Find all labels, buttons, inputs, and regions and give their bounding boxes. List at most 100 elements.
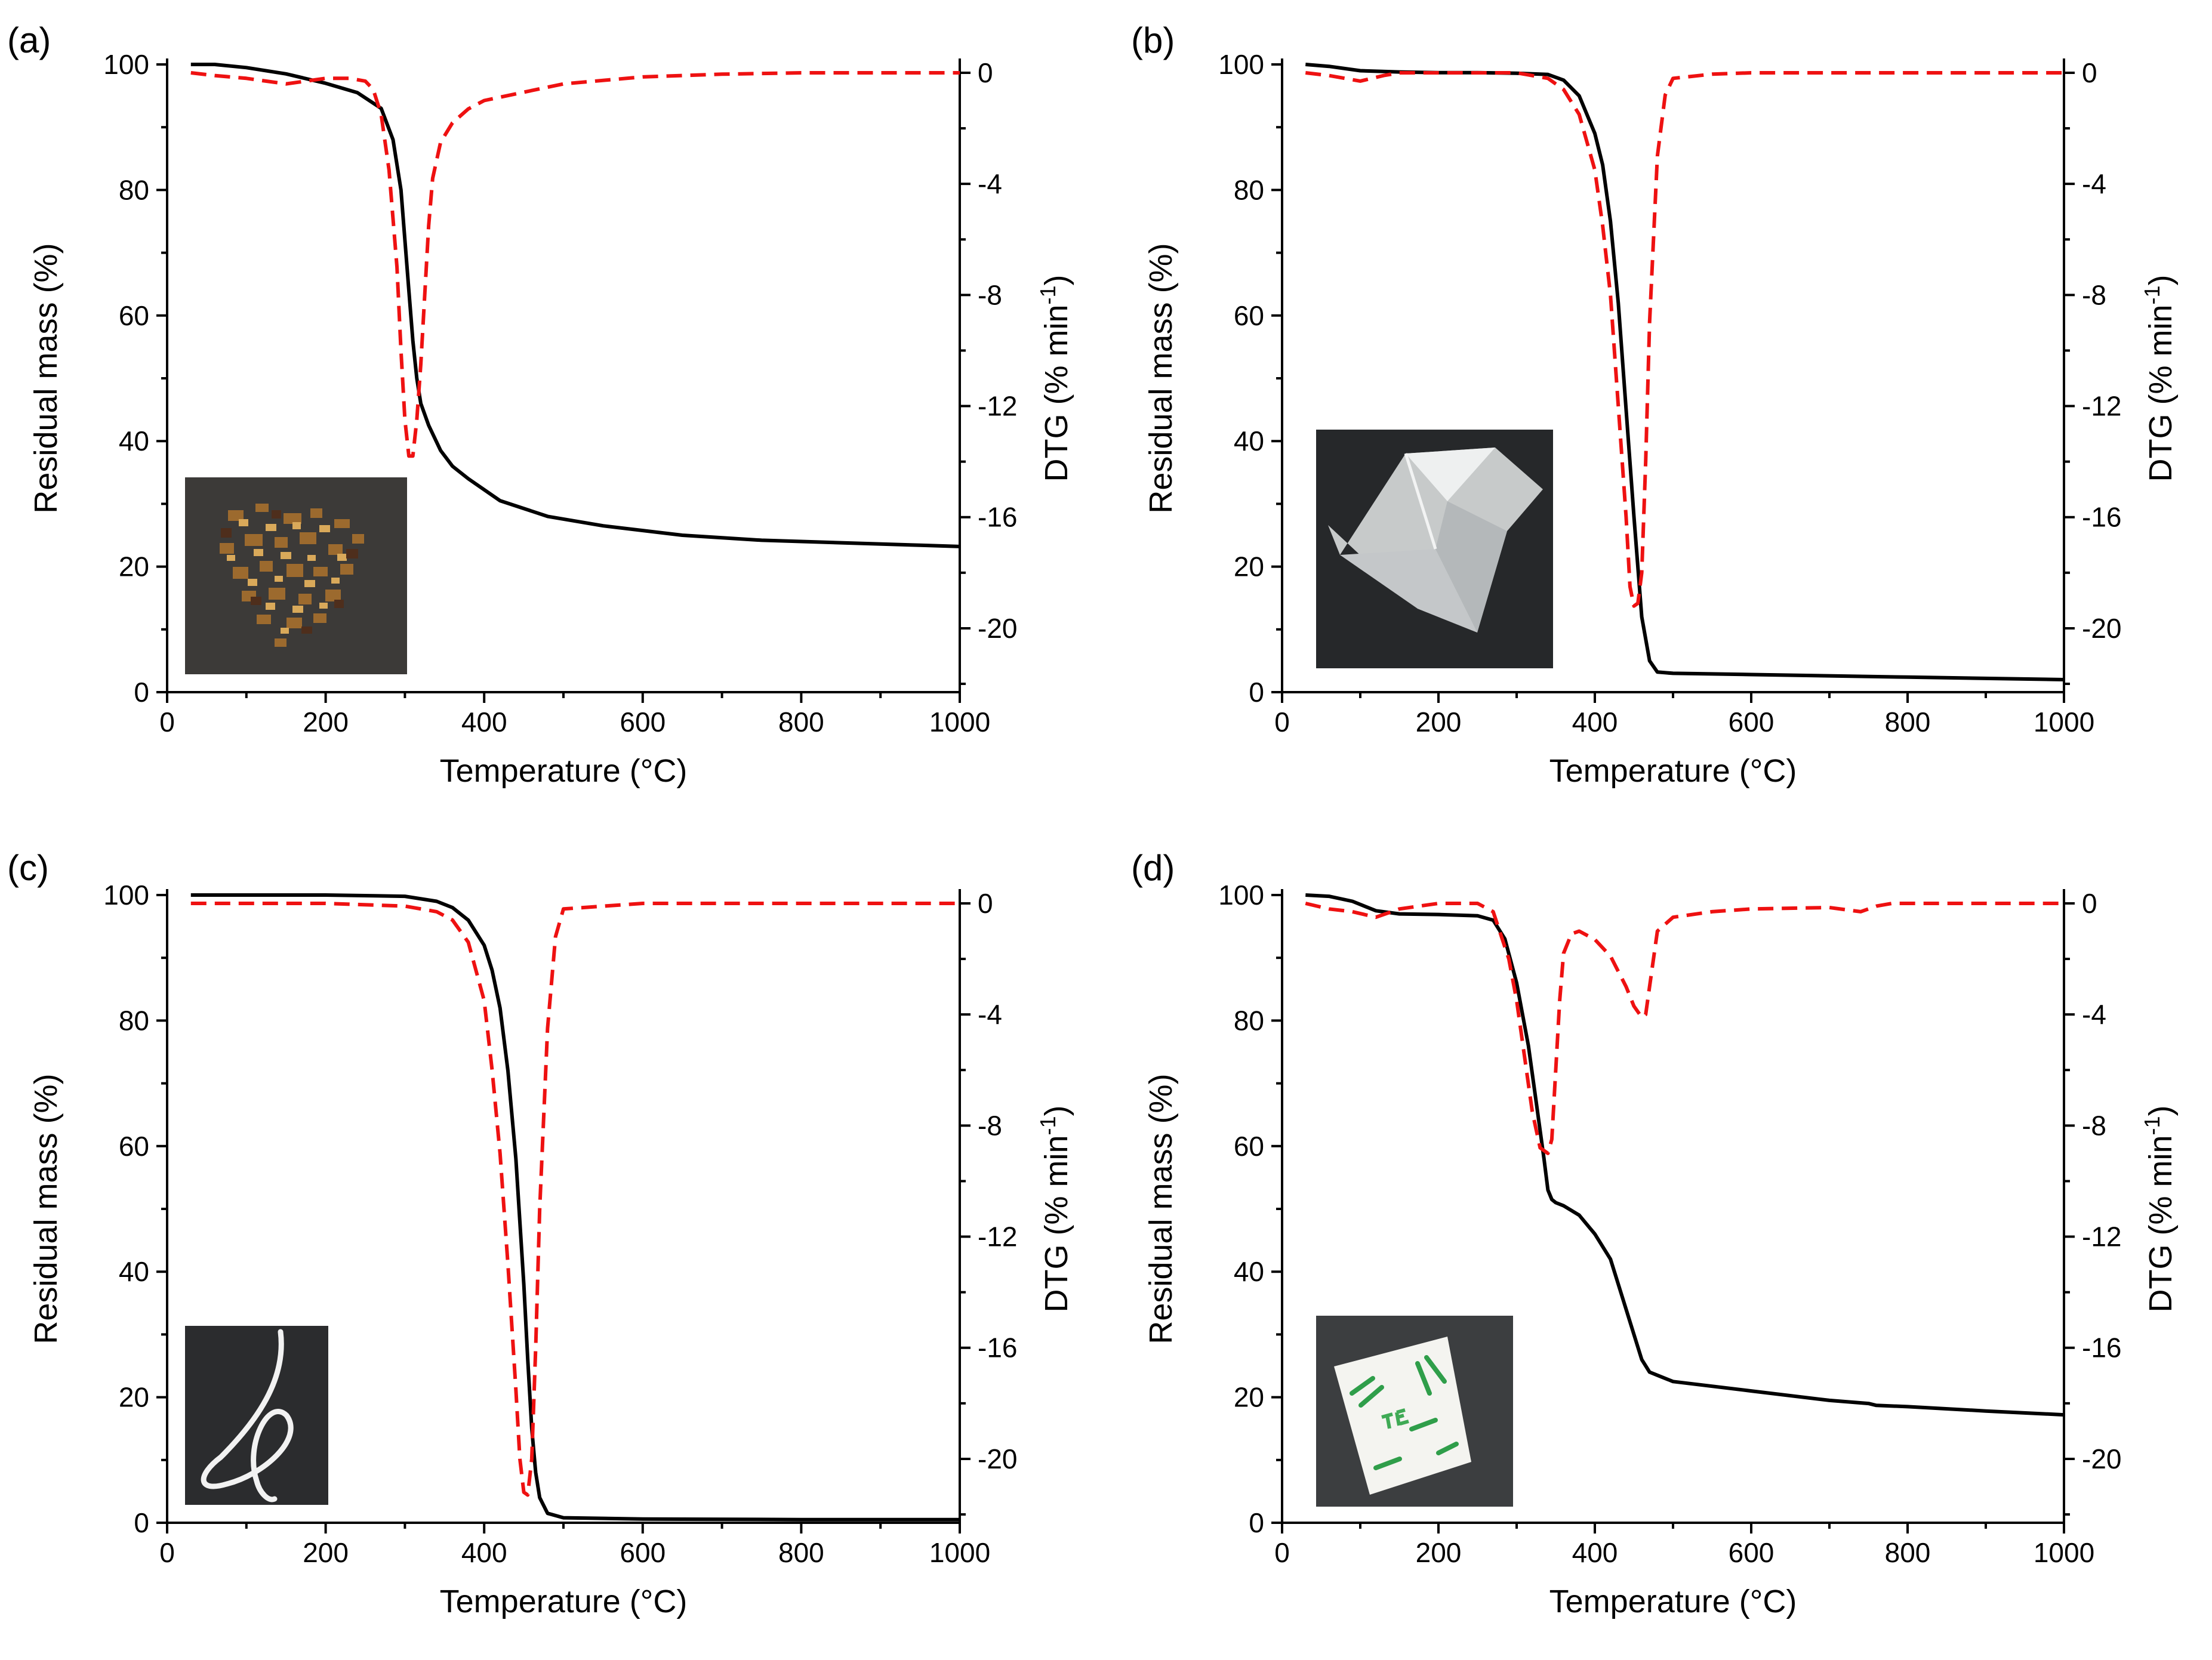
x-axis-title: Temperature (°C) <box>440 1584 688 1619</box>
y-tick-label: 20 <box>119 1382 149 1413</box>
inset-plastic-bag-photo <box>1316 430 1553 668</box>
y2-axis-title-main: DTG (% min <box>1039 305 1074 482</box>
y-tick-label: 80 <box>119 174 149 205</box>
y-tick-label: 80 <box>1234 174 1264 205</box>
y2-tick-label: -16 <box>2082 502 2121 533</box>
y2-tick-label: -8 <box>2082 1110 2106 1141</box>
y2-tick-label: -4 <box>2082 999 2106 1030</box>
panel-label: (d) <box>1131 848 1175 888</box>
x-tick-label: 1000 <box>929 706 990 738</box>
y2-axis-title: DTG (% min-1) <box>2140 1106 2179 1313</box>
x-tick-label: 600 <box>1729 706 1774 738</box>
y2-tick-label: -4 <box>978 999 1002 1030</box>
y-tick-label: 20 <box>1234 1382 1264 1413</box>
y2-axis-title-superscript: -1 <box>1036 1116 1060 1135</box>
y-tick-label: 80 <box>1234 1005 1264 1036</box>
x-axis-title: Temperature (°C) <box>440 753 688 789</box>
y-tick-label: 100 <box>1218 49 1264 80</box>
x-tick-label: 600 <box>620 706 666 738</box>
x-tick-label: 1000 <box>2034 706 2094 738</box>
y-axis-title: Residual mass (%) <box>28 243 64 513</box>
dtg-series-line <box>190 71 960 458</box>
x-tick-label: 800 <box>778 1537 824 1568</box>
panel-a: (a) <box>7 20 1074 789</box>
y2-axis-title-close: ) <box>2143 1106 2179 1116</box>
y-axis-title: Residual mass (%) <box>1143 243 1179 513</box>
x-tick-label: 0 <box>1274 1537 1290 1568</box>
y2-axis-title-close: ) <box>1039 1106 1074 1116</box>
x-tick-label: 0 <box>1274 706 1290 738</box>
y-tick-label: 0 <box>1249 677 1264 708</box>
y2-tick-label: -16 <box>978 1332 1017 1363</box>
y2-tick-label: -20 <box>978 1443 1017 1474</box>
panel-label: (c) <box>7 848 49 888</box>
y2-axis-title-close: ) <box>2143 275 2179 286</box>
y-tick-label: 60 <box>119 300 149 331</box>
y2-tick-label: 0 <box>978 888 993 919</box>
x-tick-label: 200 <box>303 1537 349 1568</box>
y2-tick-label: -12 <box>978 391 1017 422</box>
y2-axis-title: DTG (% min-1) <box>2140 275 2179 482</box>
x-tick-label: 0 <box>159 706 175 738</box>
x-tick-label: 200 <box>1416 706 1462 738</box>
y2-tick-label: -12 <box>2082 391 2121 422</box>
y2-axis-title-main: DTG (% min <box>2143 1136 2179 1313</box>
y2-tick-label: 0 <box>2082 888 2097 919</box>
x-tick-label: 400 <box>461 1537 507 1568</box>
y2-tick-label: -12 <box>2082 1221 2121 1252</box>
inset-tea-leaves-photo <box>185 477 407 674</box>
x-tick-label: 800 <box>778 706 824 738</box>
y-tick-label: 80 <box>119 1005 149 1036</box>
y2-tick-label: 0 <box>978 57 993 88</box>
y2-tick-label: -20 <box>978 613 1017 644</box>
y-tick-label: 40 <box>1234 425 1264 456</box>
y2-tick-label: -20 <box>2082 1443 2121 1474</box>
y-tick-label: 60 <box>119 1131 149 1162</box>
residual-mass-series-line <box>1305 893 2065 1417</box>
dtg-series-line <box>1305 902 2064 1155</box>
x-tick-label: 800 <box>1885 706 1931 738</box>
x-tick-label: 200 <box>303 706 349 738</box>
x-tick-label: 1000 <box>2034 1537 2094 1568</box>
y2-tick-label: -8 <box>978 1110 1002 1141</box>
y-tick-label: 60 <box>1234 300 1264 331</box>
y2-tick-label: -4 <box>2082 168 2106 199</box>
x-tick-label: 0 <box>159 1537 175 1568</box>
y2-tick-label: -8 <box>2082 279 2106 310</box>
dtg-series-line <box>190 902 960 1497</box>
y-tick-label: 20 <box>1234 551 1264 582</box>
y2-tick-label: 0 <box>2082 57 2097 88</box>
x-tick-label: 200 <box>1416 1537 1462 1568</box>
dtg-series-line <box>1305 71 2064 608</box>
y2-tick-label: -16 <box>978 502 1017 533</box>
x-tick-label: 600 <box>620 1537 666 1568</box>
y2-axis-title-close: ) <box>1039 275 1074 286</box>
y2-tick-label: -20 <box>2082 613 2121 644</box>
y-tick-label: 100 <box>103 49 149 80</box>
y2-axis-title-superscript: -1 <box>2140 285 2164 304</box>
y2-axis-title-superscript: -1 <box>1036 285 1060 304</box>
inset-string-photo <box>185 1326 328 1505</box>
x-tick-label: 1000 <box>929 1537 990 1568</box>
residual-mass-series-line <box>190 63 960 548</box>
y2-axis-title: DTG (% min-1) <box>1036 1106 1074 1313</box>
y2-tick-label: -16 <box>2082 1332 2121 1363</box>
y-axis-title: Residual mass (%) <box>28 1073 64 1344</box>
x-tick-label: 800 <box>1885 1537 1931 1568</box>
y-tick-label: 40 <box>119 1256 149 1287</box>
y-tick-label: 100 <box>103 880 149 911</box>
y-tick-label: 0 <box>134 1507 149 1538</box>
x-axis-title: Temperature (°C) <box>1549 753 1797 789</box>
x-tick-label: 400 <box>461 706 507 738</box>
x-tick-label: 400 <box>1572 1537 1618 1568</box>
y-tick-label: 40 <box>119 425 149 456</box>
x-tick-label: 600 <box>1729 1537 1774 1568</box>
y-tick-label: 100 <box>1218 880 1264 911</box>
panel-label: (b) <box>1131 20 1175 60</box>
panel-label: (a) <box>7 20 51 60</box>
y-tick-label: 20 <box>119 551 149 582</box>
x-tick-label: 400 <box>1572 706 1618 738</box>
